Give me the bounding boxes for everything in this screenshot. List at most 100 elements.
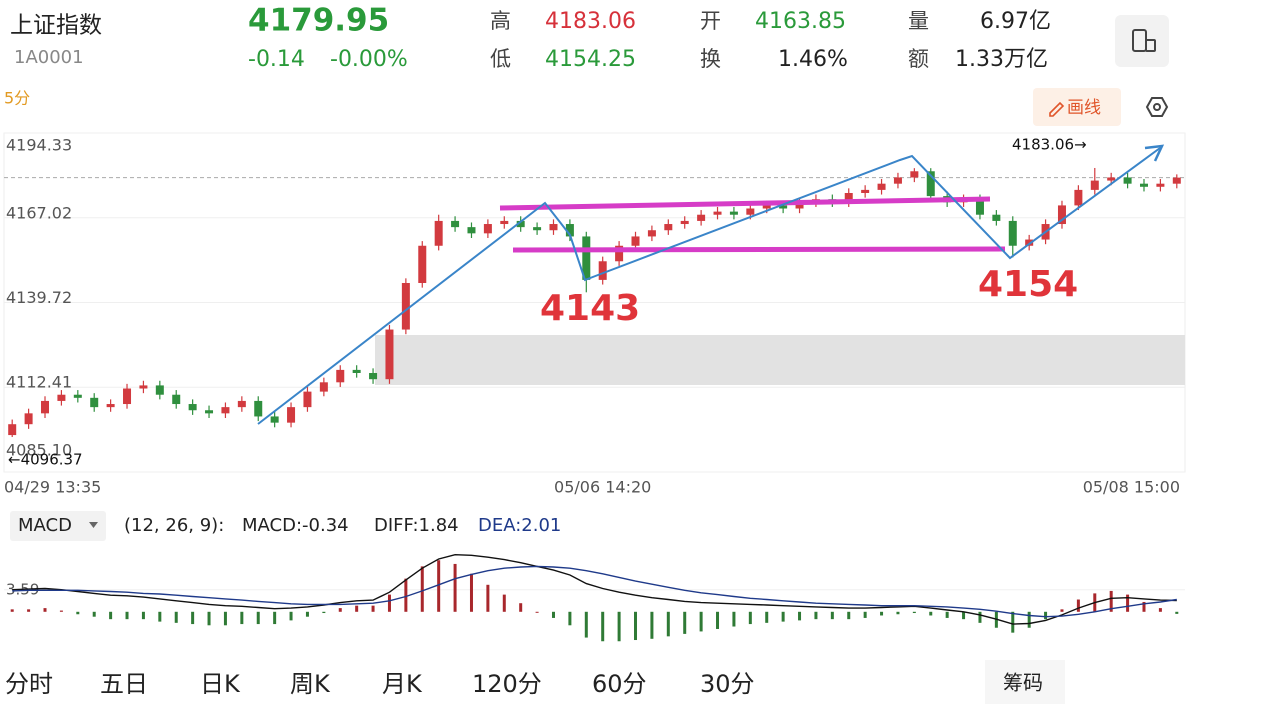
macd-bar — [666, 611, 670, 637]
macd-chart: 3.59 — [4, 553, 1185, 642]
macd-bar — [355, 605, 359, 612]
macd-bar — [584, 611, 588, 638]
candle-body — [697, 214, 706, 221]
change: -0.14 — [248, 47, 305, 72]
tab[interactable]: 五日 — [100, 670, 148, 698]
candle-body — [385, 329, 394, 380]
tab[interactable]: 分时 — [5, 670, 53, 698]
candle-body — [287, 407, 296, 423]
macd-bar — [765, 611, 769, 623]
candle-body — [762, 205, 771, 209]
period[interactable]: 5分 — [4, 89, 30, 108]
macd-bar — [469, 573, 473, 612]
candle-body — [516, 220, 525, 228]
candle-body — [647, 230, 656, 237]
macd-bar — [420, 566, 424, 612]
macd-bar — [387, 594, 391, 612]
candle-body — [123, 388, 132, 405]
macd-bar — [1060, 609, 1064, 612]
tab[interactable]: 日K — [200, 670, 241, 698]
stock-code: 1A0001 — [14, 47, 84, 68]
candle-body — [451, 220, 460, 228]
candle-body — [779, 205, 788, 209]
macd-bar — [568, 611, 572, 626]
macd-bar — [207, 611, 211, 626]
macd-bar — [109, 611, 113, 620]
macd-bar — [1126, 594, 1130, 612]
macd-bar — [502, 594, 506, 612]
settings-button[interactable] — [1145, 97, 1169, 117]
candle-body — [24, 413, 33, 425]
macd-bar — [305, 611, 309, 617]
macd-bar — [1044, 611, 1048, 620]
x-tick-label: 04/29 13:35 — [4, 478, 101, 497]
price: 4179.95 — [248, 3, 389, 39]
macd-bar — [141, 611, 145, 620]
macd-bar — [59, 610, 63, 612]
macd-bar — [256, 611, 260, 625]
candle-body — [172, 394, 181, 405]
diff-line — [12, 553, 1177, 625]
candle-body — [893, 177, 902, 184]
change-pct: -0.00% — [330, 47, 408, 72]
candle-body — [467, 227, 476, 234]
x-tick-label: 05/06 14:20 — [554, 478, 651, 497]
macd-bar — [338, 608, 342, 612]
candle-body — [992, 214, 1001, 221]
candle-body — [598, 261, 607, 280]
value: 4163.85 — [755, 9, 846, 34]
tab[interactable]: 30分 — [700, 670, 755, 698]
candle-body — [106, 404, 115, 408]
indicator-select[interactable]: MACD — [10, 511, 106, 541]
macd-bar — [1175, 611, 1179, 614]
macd-bar — [650, 611, 654, 639]
candle-body — [1057, 205, 1066, 225]
macd-bar — [240, 611, 244, 625]
candle-body — [205, 410, 214, 414]
macd-bar — [289, 611, 293, 621]
candle-body — [188, 404, 197, 411]
value: 1.33万亿 — [955, 47, 1048, 72]
candle-body — [73, 394, 82, 398]
tab[interactable]: 周K — [290, 670, 331, 698]
macd-bar — [929, 611, 933, 616]
indicator: MACD — [18, 515, 72, 536]
tab[interactable]: 月K — [382, 670, 423, 698]
y-tick-label: 4194.33 — [6, 136, 72, 155]
macd-bar — [551, 611, 555, 618]
candle-body — [483, 224, 492, 234]
tab[interactable]: 60分 — [592, 670, 647, 698]
candle-body — [861, 189, 870, 193]
macd-bar — [273, 611, 277, 625]
tab[interactable]: 120分 — [472, 670, 542, 698]
x-tick-label: 05/08 15:00 — [1083, 478, 1180, 497]
annotation: 4143 — [540, 288, 640, 329]
candle-body — [680, 220, 689, 225]
candle-body — [1025, 239, 1034, 246]
candle-body — [369, 372, 378, 380]
macd-bar — [798, 611, 802, 621]
candle-body — [615, 245, 624, 262]
macd-bar — [76, 611, 80, 615]
candle-body — [729, 211, 738, 215]
chip-button[interactable]: 筹码 — [985, 660, 1065, 704]
candle-body — [926, 171, 935, 197]
main-chart: 4085.10 4112.41 4139.72 4167.02 4194.33 04/29… — [4, 132, 1185, 497]
candle-body — [877, 183, 886, 190]
dea-label: DEA:2.01 — [478, 515, 561, 536]
macd-bar — [1076, 599, 1080, 612]
macd-bar — [683, 611, 687, 634]
y-tick-label: 4085.10 — [6, 441, 72, 460]
candle-body — [8, 424, 17, 436]
candle-body — [1156, 183, 1165, 187]
macd-bar — [437, 560, 441, 612]
chip-label: 筹码 — [1003, 671, 1043, 695]
macd-bar — [1142, 601, 1146, 612]
draw-button[interactable]: 画线 — [1033, 88, 1121, 126]
macd-bar — [830, 611, 834, 620]
stock-name: 上证指数 — [10, 13, 102, 39]
landscape-button[interactable] — [1115, 15, 1169, 67]
candle-body — [418, 245, 427, 283]
candle-body — [41, 400, 50, 414]
candle-body — [139, 385, 148, 389]
